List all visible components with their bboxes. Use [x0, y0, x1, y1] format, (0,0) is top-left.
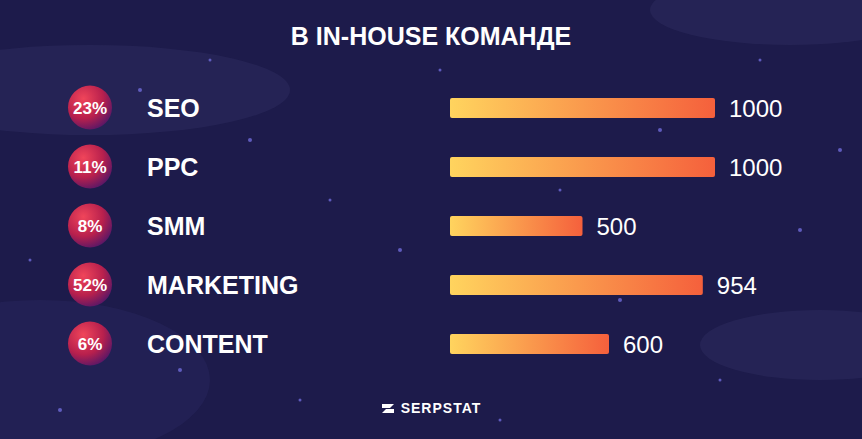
svg-text:PPC: PPC [147, 153, 198, 181]
svg-text:600: 600 [623, 331, 663, 358]
svg-text:SEO: SEO [147, 94, 200, 122]
svg-text:MARKETING: MARKETING [147, 271, 298, 299]
svg-text:1000: 1000 [729, 154, 782, 181]
svg-text:52%: 52% [73, 276, 107, 295]
svg-text:954: 954 [717, 272, 757, 299]
html-text:SERPSTAT: SERPSTAT [400, 400, 482, 416]
svg-text:11%: 11% [73, 158, 106, 177]
svg-text:8%: 8% [78, 217, 103, 236]
svg-text:1000: 1000 [729, 95, 782, 122]
svg-text:500: 500 [597, 213, 637, 240]
html-text:В IN-HOUSE КОМАНДЕ: В IN-HOUSE КОМАНДЕ [290, 22, 572, 50]
svg-text:SMM: SMM [147, 212, 205, 240]
svg-text:6%: 6% [78, 335, 103, 354]
svg-text:CONTENT: CONTENT [147, 330, 268, 358]
svg-text:23%: 23% [73, 99, 107, 118]
